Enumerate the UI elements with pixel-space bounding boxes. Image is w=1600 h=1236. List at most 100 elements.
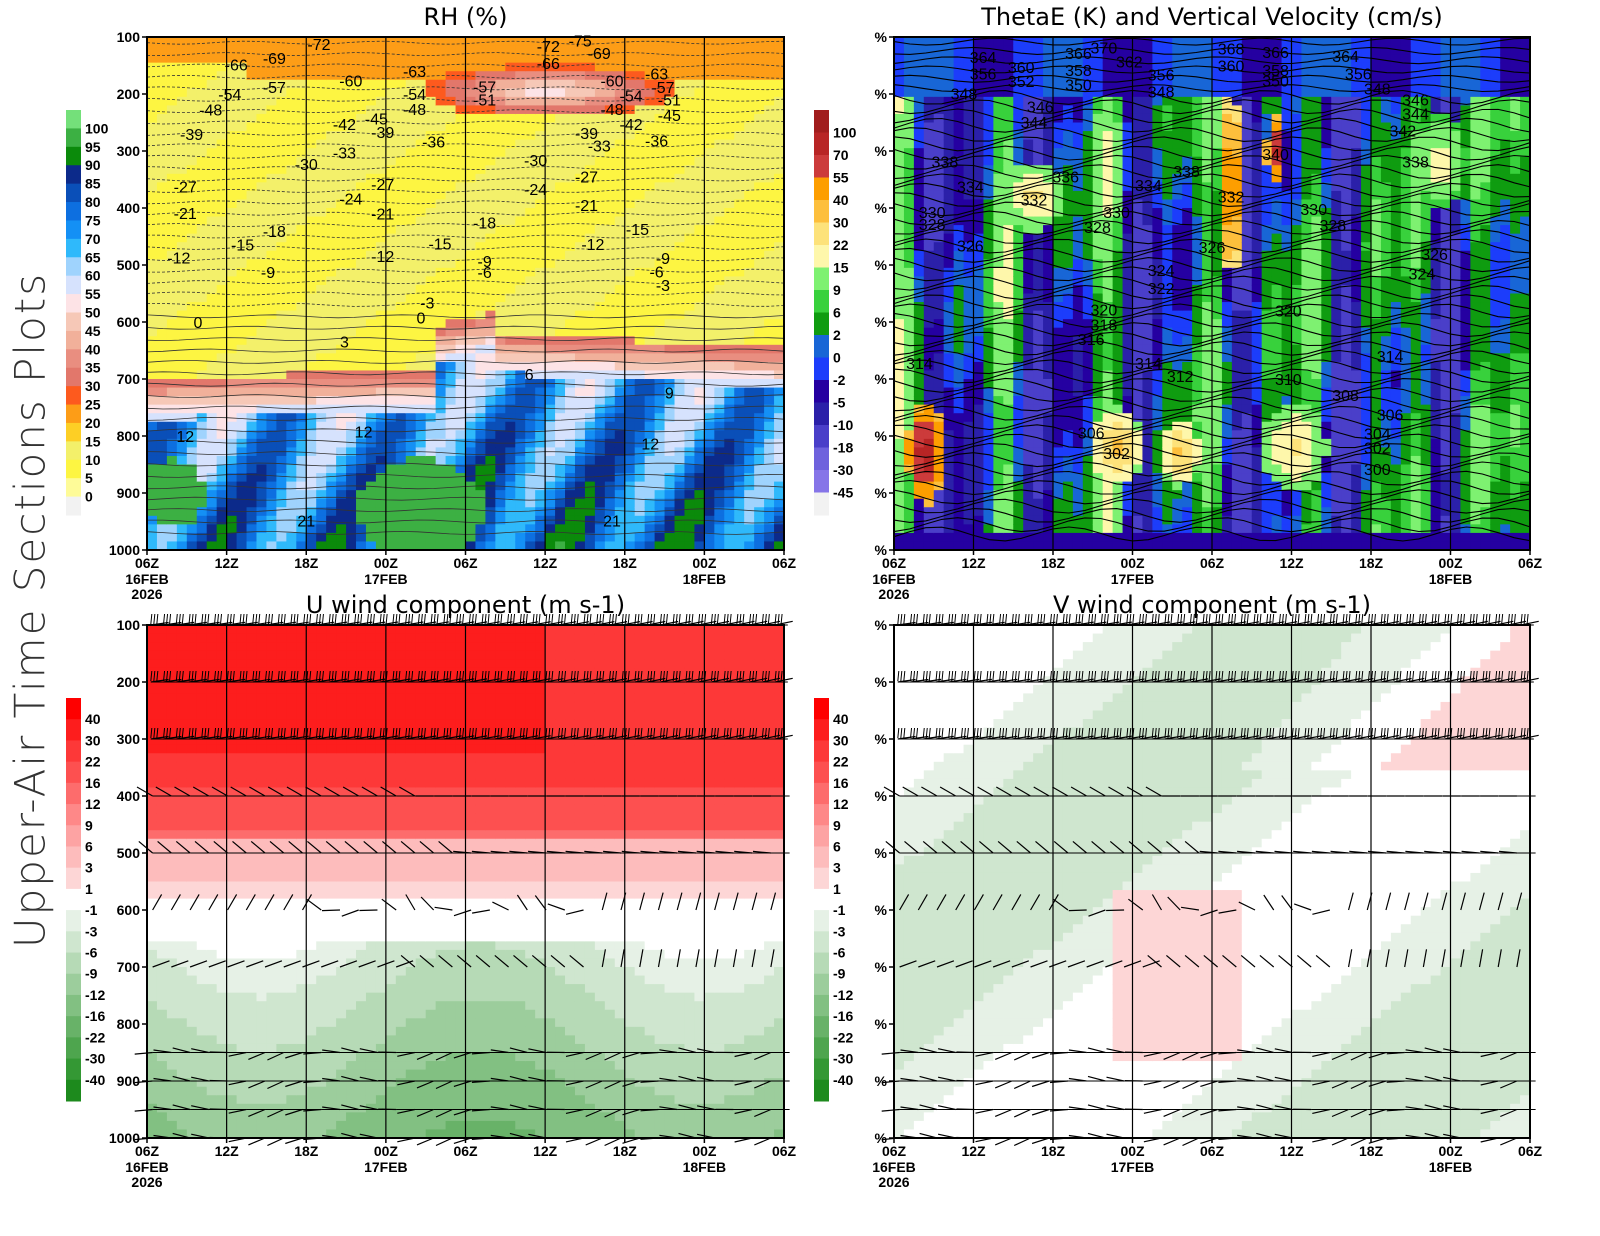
field-cell <box>455 156 467 166</box>
field-cell <box>176 199 188 209</box>
field-cell <box>674 490 686 500</box>
field-cell <box>276 421 287 431</box>
field-cell <box>156 54 168 64</box>
field-cell <box>555 71 566 81</box>
field-cell <box>405 344 417 354</box>
field-cell <box>356 225 367 235</box>
field-cell <box>296 370 307 380</box>
field-cell <box>365 336 377 346</box>
field-cell <box>475 327 486 337</box>
field-cell <box>375 105 387 115</box>
field-cell <box>395 96 407 106</box>
field-cell <box>385 541 397 551</box>
field-cell <box>505 344 516 354</box>
field-cell <box>326 45 337 55</box>
field-cell <box>604 336 616 346</box>
field-cell <box>256 37 268 47</box>
field-cell <box>714 54 725 64</box>
field-cell <box>565 302 576 312</box>
field-cell <box>186 319 198 329</box>
field-cell <box>634 327 646 337</box>
field-cell <box>306 139 317 149</box>
contour-label: -66 <box>537 56 560 73</box>
field-cell <box>475 165 486 175</box>
field-cell <box>664 413 676 423</box>
field-cell <box>286 131 297 141</box>
field-cell <box>545 216 556 226</box>
field-cell <box>306 62 317 72</box>
field-cell <box>455 71 467 81</box>
field-cell <box>156 438 168 448</box>
field-cell <box>375 165 387 175</box>
field-cell <box>356 541 367 551</box>
field-cell <box>744 473 755 483</box>
field-cell <box>156 532 168 543</box>
colorbar-swatch <box>66 220 81 240</box>
field-cell <box>684 498 696 508</box>
field-cell <box>166 122 178 132</box>
field-cell <box>704 387 715 397</box>
field-cell <box>584 370 596 380</box>
field-cell <box>216 532 228 543</box>
field-cell <box>306 122 317 132</box>
field-cell <box>515 208 526 218</box>
field-cell <box>365 421 377 431</box>
field-cell <box>704 413 715 423</box>
field-cell <box>435 464 447 474</box>
field-cell <box>226 524 238 534</box>
field-cell <box>674 473 686 483</box>
colorbar-label: 0 <box>85 489 93 505</box>
field-cell <box>276 113 287 124</box>
field-cell <box>465 293 477 303</box>
field-cell <box>166 37 178 47</box>
field-cell <box>306 413 317 423</box>
field-cell <box>485 302 496 312</box>
field-cell <box>405 165 417 175</box>
field-cell <box>1013 96 1024 106</box>
field-cell <box>555 54 566 64</box>
field-cell <box>734 88 745 98</box>
contour-label: -57 <box>263 80 286 97</box>
field-cell <box>555 173 566 183</box>
field-cell <box>614 54 626 64</box>
field-cell <box>495 284 506 295</box>
field-cell <box>256 430 268 440</box>
field-cell <box>346 208 357 218</box>
field-cell <box>565 233 576 243</box>
field-cell <box>574 310 586 320</box>
field-cell <box>435 387 447 397</box>
field-cell <box>296 430 307 440</box>
colorbar-swatch <box>66 202 81 221</box>
field-cell <box>684 413 696 423</box>
field-cell <box>933 524 945 534</box>
field-cell <box>584 259 596 269</box>
field-cell <box>475 293 486 303</box>
field-cell <box>336 139 347 149</box>
field-cell <box>515 387 526 397</box>
field-cell <box>435 413 447 423</box>
field-cell <box>614 233 626 243</box>
field-cell <box>176 336 188 346</box>
field-cell <box>574 455 586 466</box>
field-cell <box>923 379 935 389</box>
field-cell <box>465 284 477 295</box>
field-cell <box>515 88 526 98</box>
field-cell <box>674 37 686 47</box>
field-cell <box>286 319 297 329</box>
field-cell <box>694 148 705 158</box>
field-cell <box>266 139 277 149</box>
field-cell <box>744 190 755 201</box>
field-cell <box>525 62 536 72</box>
field-cell <box>714 361 725 372</box>
field-cell <box>1013 344 1024 354</box>
field-cell <box>565 293 576 303</box>
field-cell <box>385 88 397 98</box>
field-cell <box>465 310 477 320</box>
field-cell <box>664 473 676 483</box>
field-cell <box>903 242 915 252</box>
field-cell <box>724 225 735 235</box>
field-cell <box>425 507 437 517</box>
field-cell <box>226 45 238 55</box>
field-cell <box>375 310 387 320</box>
field-cell <box>445 370 457 380</box>
